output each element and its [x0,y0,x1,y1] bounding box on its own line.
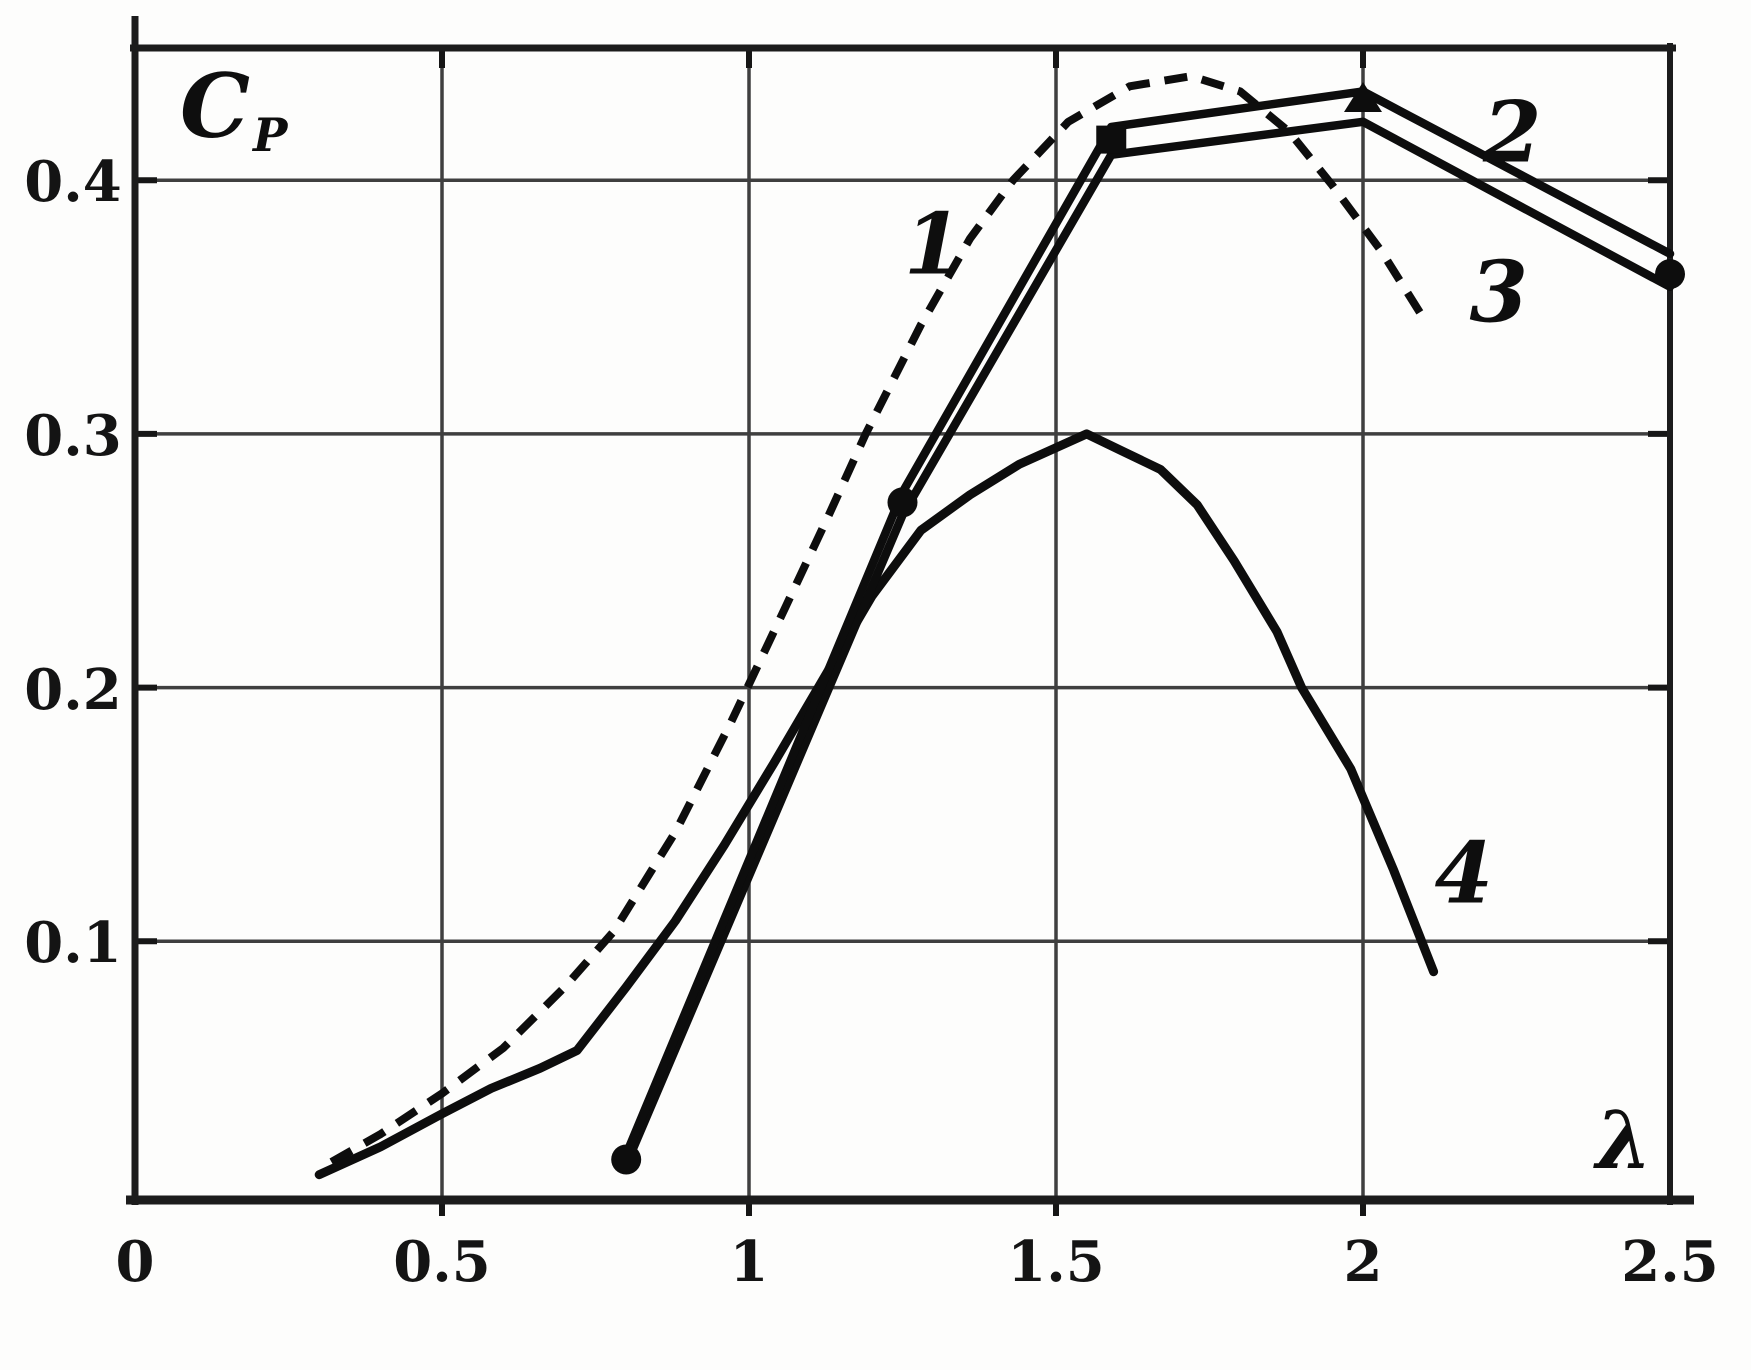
x-tick-label-0: 0 [115,1229,155,1295]
series-3 [621,117,1675,1169]
x-tick-label-0-5: 0.5 [393,1229,491,1295]
curve-label-1: 1 [903,194,963,294]
y-axis-label-main: C [180,54,251,158]
series-4 [314,429,1439,1180]
x-tick-label-2-5: 2.5 [1621,1229,1719,1295]
marker-circle [887,487,918,518]
marker-triangle [1344,82,1382,113]
y-tick-label-0-2: 0.2 [24,656,122,723]
y-axis-label: CP [180,62,287,158]
x-tick-label-1-5: 1.5 [1007,1229,1105,1295]
series-1 [329,72,1428,1166]
x-tick-label-1: 1 [729,1229,769,1295]
curve-label-4: 4 [1434,823,1493,923]
y-tick-label-0-4: 0.4 [24,149,122,216]
y-tick-label-0-1: 0.1 [24,910,122,977]
y-axis-label-subscript: P [253,107,288,162]
marker-circle [611,1144,642,1175]
marker-square [1096,125,1127,154]
curve-label-3: 3 [1469,242,1528,342]
x-tick-label-2: 2 [1343,1229,1383,1295]
marker-circle [1655,259,1685,290]
curve-label-2: 2 [1482,82,1542,182]
y-tick-label-0-3: 0.3 [24,402,122,469]
x-axis-label: λ [1596,1093,1653,1187]
